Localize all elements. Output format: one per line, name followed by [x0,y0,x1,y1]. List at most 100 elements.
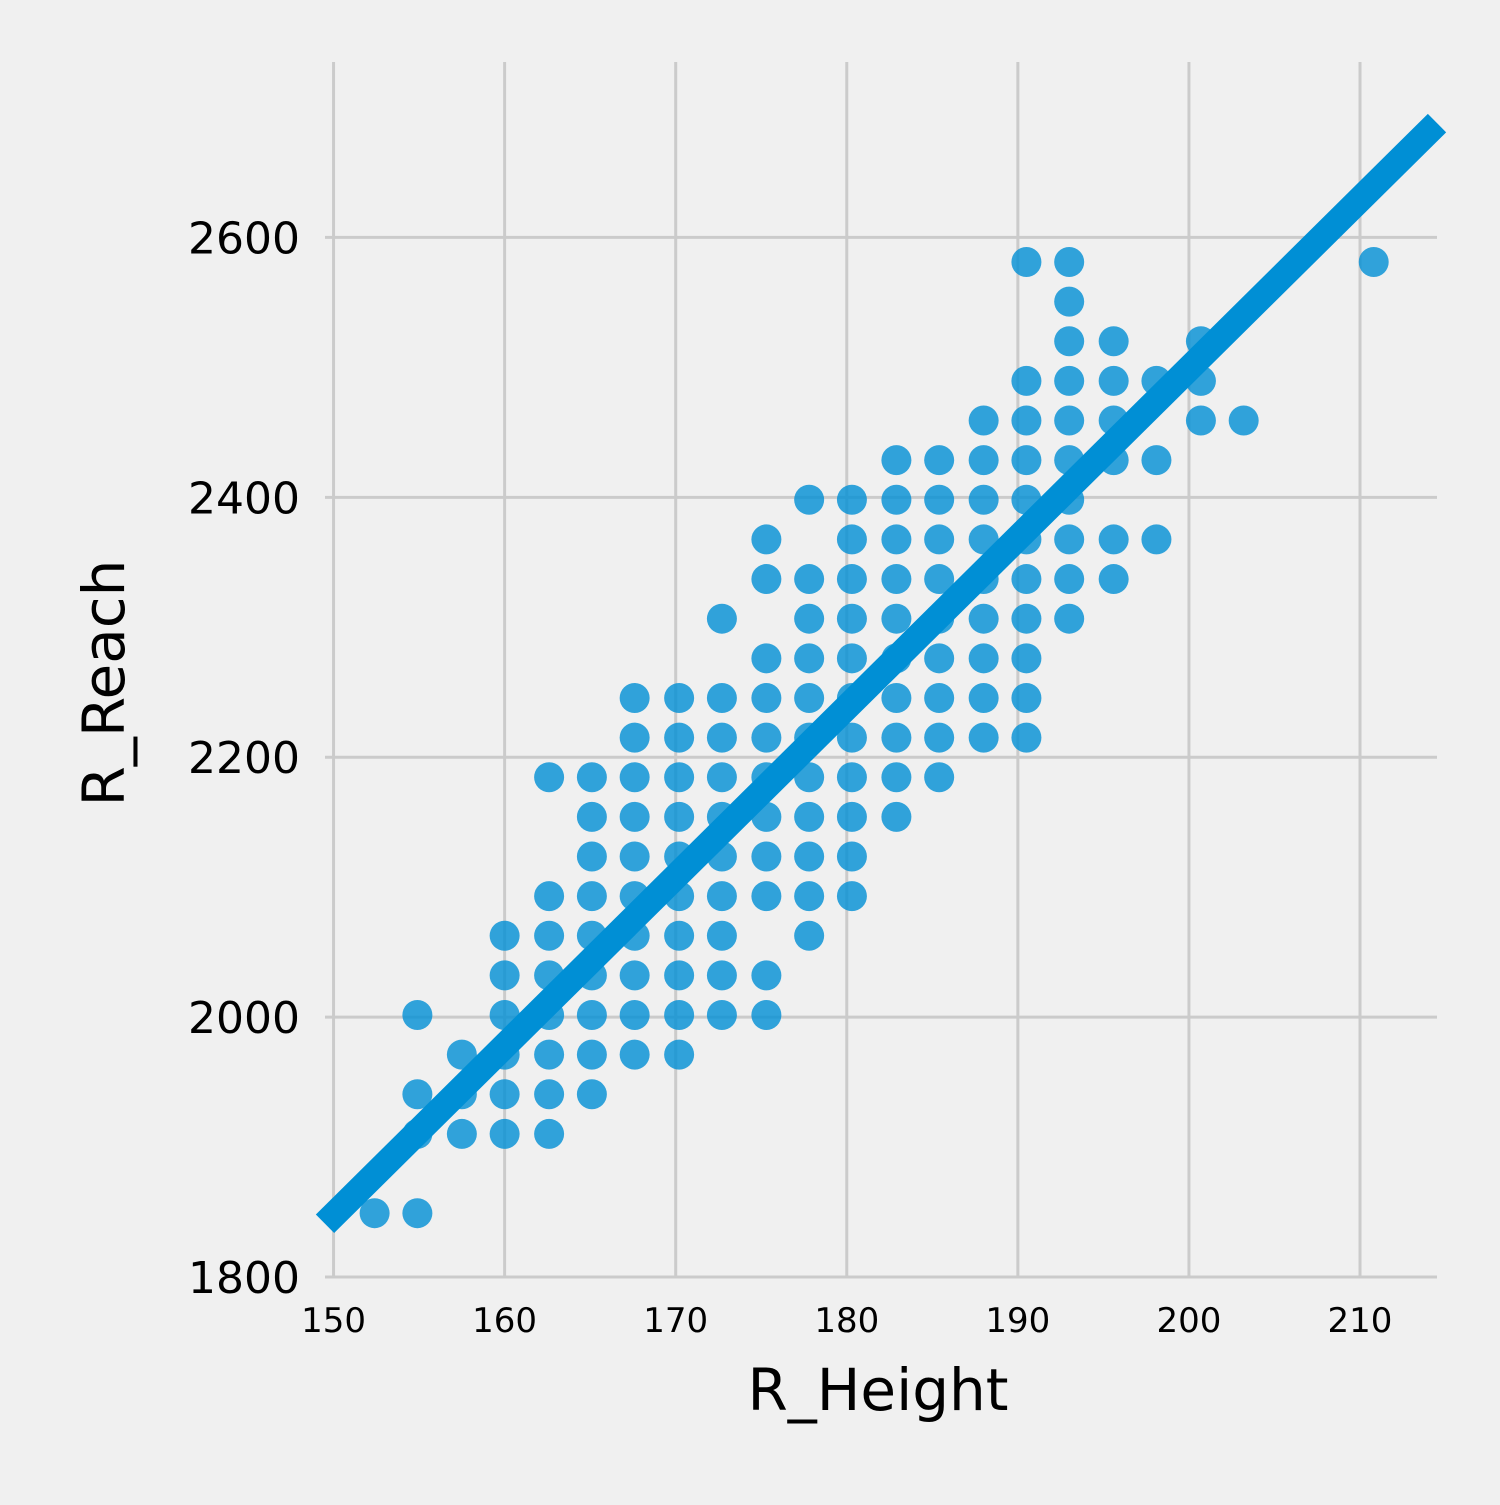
x-axis-label: R_Height [747,1356,1008,1424]
y-tick-label: 2000 [188,993,300,1044]
data-point [924,484,955,515]
data-point [359,1198,390,1229]
data-point [1054,405,1085,436]
data-point [576,841,607,872]
data-point [534,1079,565,1110]
data-points [359,246,1389,1229]
data-point [836,762,867,793]
data-point [664,801,695,832]
data-point [751,524,782,555]
data-point [924,524,955,555]
data-point [751,960,782,991]
data-point [836,603,867,634]
data-point [489,920,520,951]
data-point [619,762,650,793]
data-point [619,1000,650,1031]
data-point [1011,445,1042,476]
data-point [881,564,912,595]
data-point [706,682,737,713]
data-point [1141,445,1172,476]
data-point [751,643,782,674]
data-point [1098,524,1129,555]
data-point [836,881,867,912]
data-point [446,1118,477,1149]
data-point [924,762,955,793]
data-point [1011,246,1042,277]
data-point [1098,564,1129,595]
data-point [751,564,782,595]
data-point [576,881,607,912]
data-point [1358,246,1389,277]
data-point [1011,603,1042,634]
data-point [402,1079,433,1110]
data-point [619,722,650,753]
x-tick-label: 210 [1328,1301,1393,1341]
data-point [794,603,825,634]
data-point [751,881,782,912]
regression-line-group [315,113,1447,1233]
data-point [968,722,999,753]
data-point [1011,643,1042,674]
x-tick-label: 170 [643,1301,708,1341]
data-point [402,1000,433,1031]
data-point [1054,286,1085,317]
data-point [924,722,955,753]
data-point [1054,524,1085,555]
data-point [794,484,825,515]
data-point [751,682,782,713]
data-point [836,643,867,674]
data-point [576,1039,607,1070]
data-point [619,682,650,713]
data-point [706,920,737,951]
data-point [881,524,912,555]
y-tick-labels: 1800 2000 2200 2400 2600 [188,213,300,1304]
data-point [1141,524,1172,555]
data-point [1011,722,1042,753]
data-point [1054,564,1085,595]
data-point [968,484,999,515]
x-tick-label: 200 [1156,1301,1221,1341]
data-point [706,881,737,912]
data-point [968,405,999,436]
data-point [836,722,867,753]
data-point [881,762,912,793]
data-point [794,920,825,951]
data-point [1054,603,1085,634]
data-point [1011,682,1042,713]
data-point [576,1079,607,1110]
data-point [706,762,737,793]
data-point [534,1039,565,1070]
data-point [1011,564,1042,595]
data-point [836,841,867,872]
x-tick-label: 160 [472,1301,537,1341]
data-point [968,603,999,634]
data-point [664,920,695,951]
data-point [751,1000,782,1031]
data-point [924,445,955,476]
data-point [881,682,912,713]
data-point [576,801,607,832]
data-point [1011,365,1042,396]
y-tick-label: 2600 [188,213,300,264]
data-point [1054,326,1085,357]
data-point [446,1039,477,1070]
data-point [534,762,565,793]
data-point [664,960,695,991]
data-point [1054,246,1085,277]
data-point [619,1039,650,1070]
data-point [664,1039,695,1070]
data-point [489,1079,520,1110]
data-point [576,762,607,793]
data-point [881,484,912,515]
y-axis-label: R_Reach [70,560,138,807]
data-point [489,960,520,991]
data-point [968,643,999,674]
data-point [794,564,825,595]
data-point [836,801,867,832]
data-point [402,1198,433,1229]
data-point [706,603,737,634]
data-point [534,881,565,912]
